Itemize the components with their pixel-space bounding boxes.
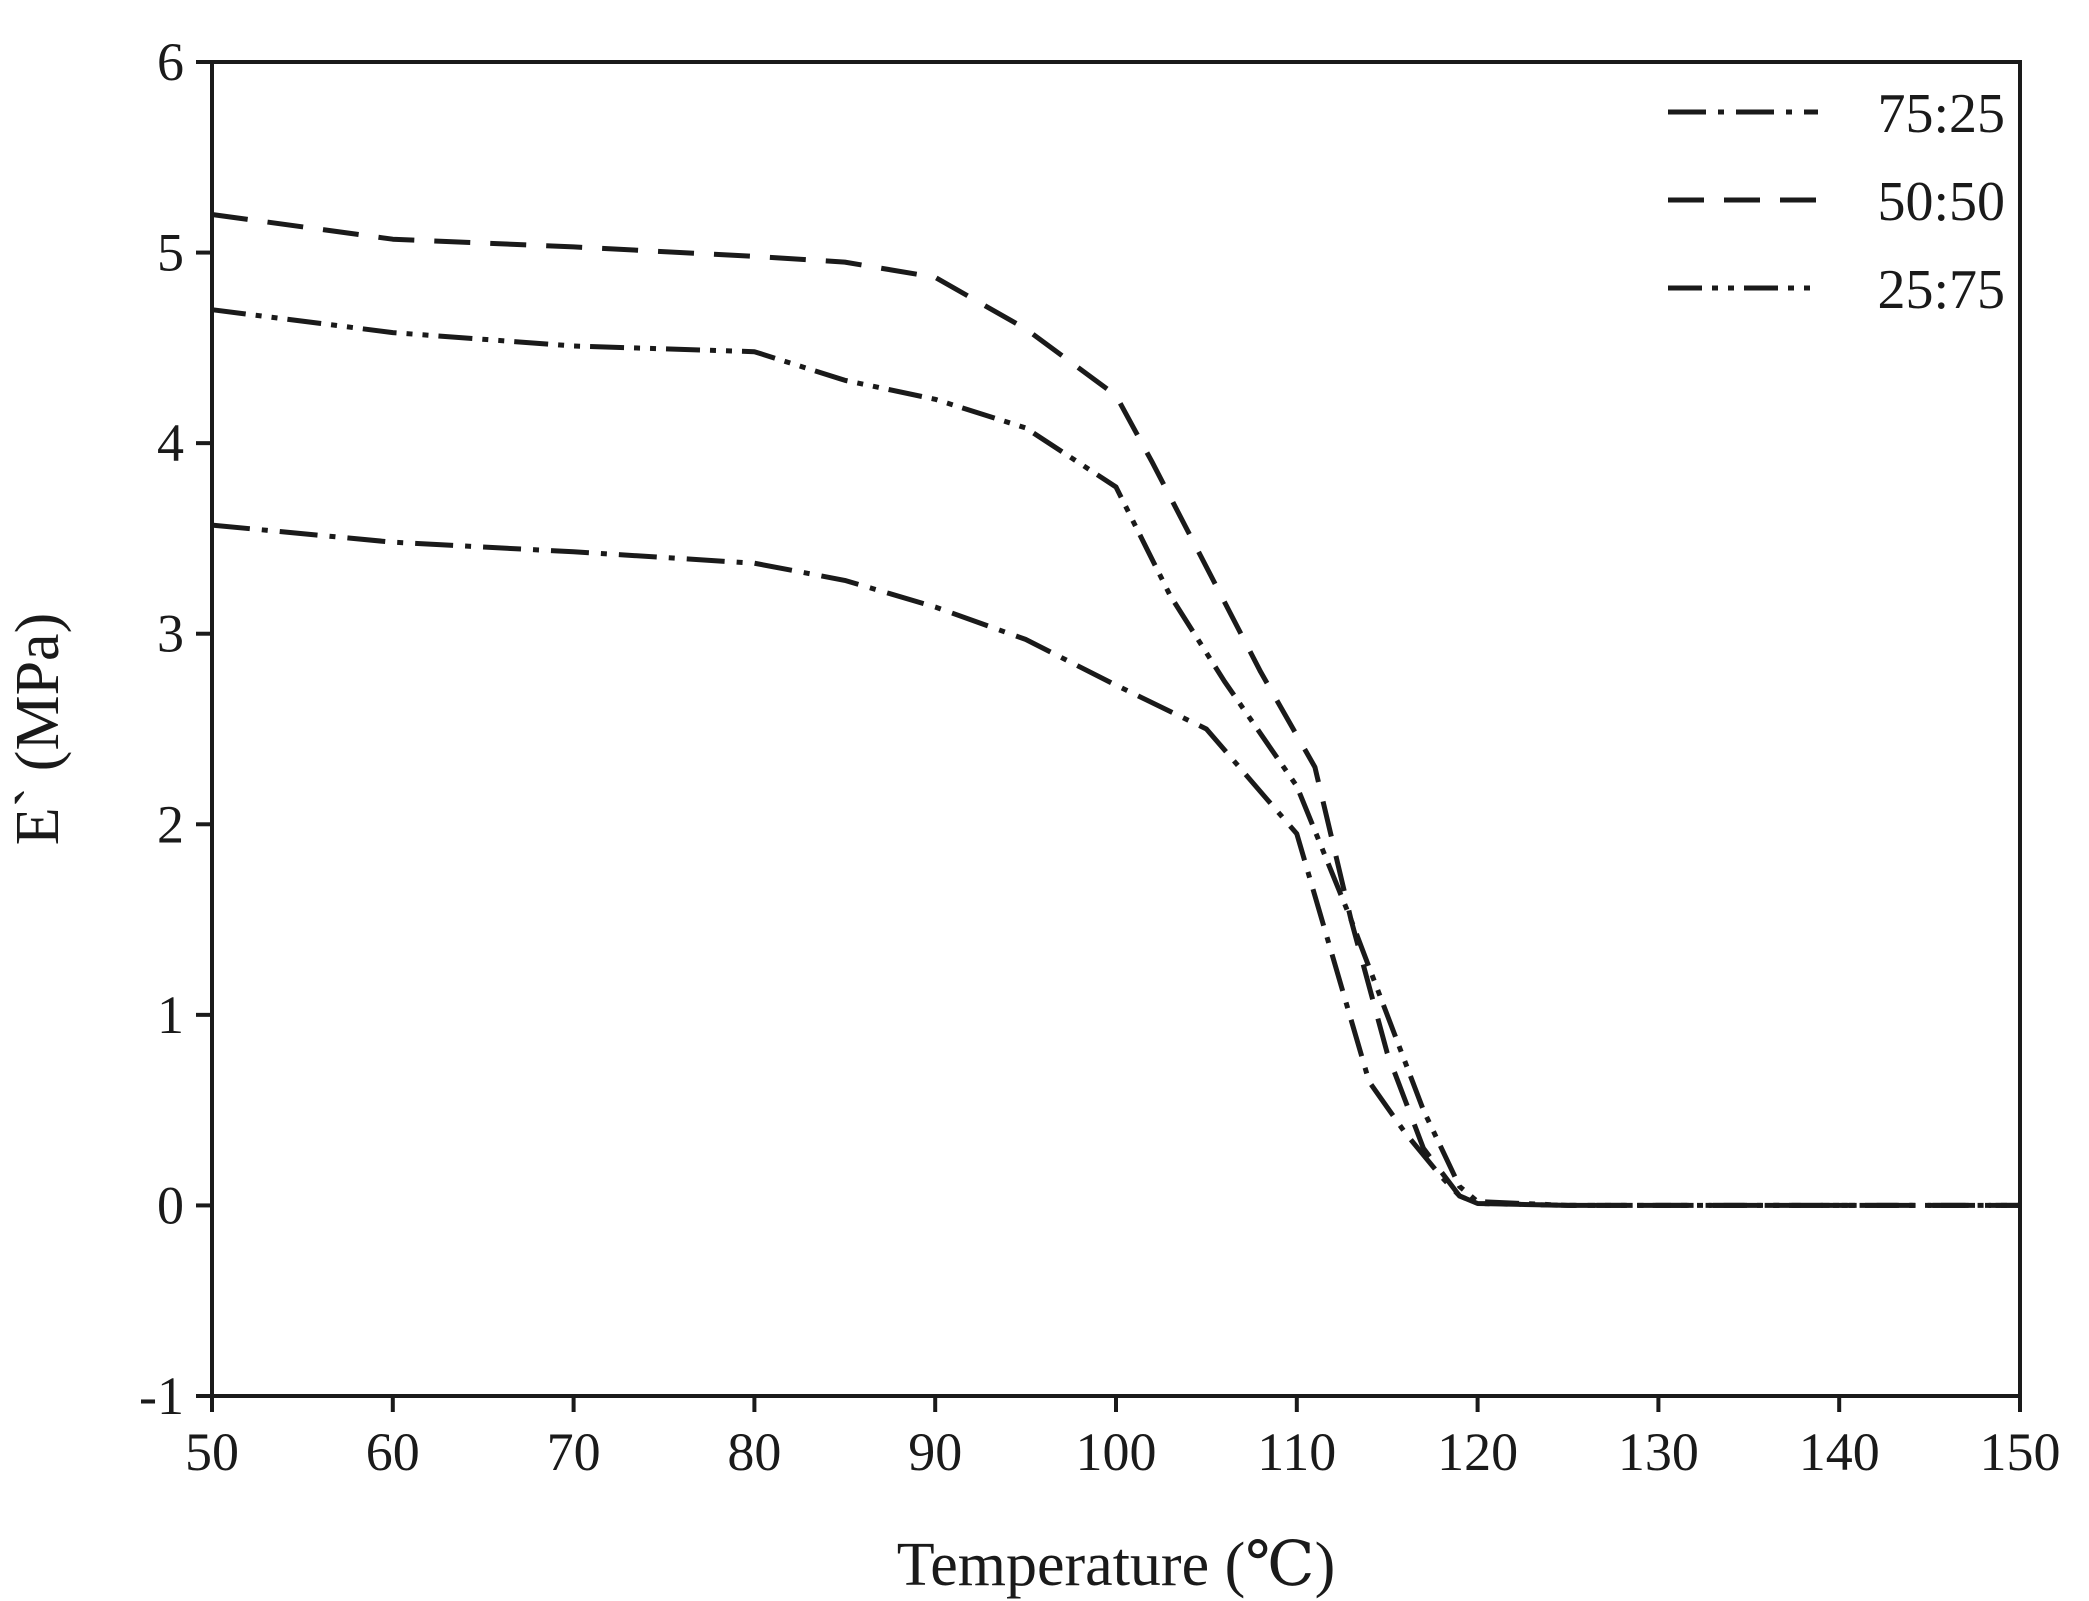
x-tick-label: 130 xyxy=(1618,1422,1699,1482)
legend-label: 75:25 xyxy=(1877,83,2005,145)
legend: 75:25 50:50 25:75 xyxy=(1668,83,2005,321)
x-axis-title: Temperature (℃) xyxy=(897,1531,1336,1599)
y-tick-label: 4 xyxy=(157,413,184,473)
x-axis-ticks: 50 60 70 80 90 100 110 120 130 140 150 xyxy=(185,1396,2061,1482)
y-tick-label: 0 xyxy=(157,1175,184,1235)
y-axis-title: E` (MPa) xyxy=(4,613,72,845)
x-tick-label: 60 xyxy=(366,1422,420,1482)
y-tick-label: 5 xyxy=(157,223,184,283)
x-tick-label: 110 xyxy=(1257,1422,1336,1482)
x-tick-label: 80 xyxy=(727,1422,781,1482)
x-tick-label: 50 xyxy=(185,1422,239,1482)
y-axis-ticks: -1 0 1 2 3 4 5 6 xyxy=(139,32,212,1426)
y-tick-label: 6 xyxy=(157,32,184,92)
x-tick-label: 150 xyxy=(1980,1422,2061,1482)
y-tick-label: 1 xyxy=(157,985,184,1045)
y-tick-label: 3 xyxy=(157,604,184,664)
x-tick-label: 90 xyxy=(908,1422,962,1482)
x-tick-label: 140 xyxy=(1799,1422,1880,1482)
series-line-2 xyxy=(211,212,2020,1208)
series-layer xyxy=(211,212,2020,1208)
series-line-3 xyxy=(211,307,2020,1208)
x-tick-label: 120 xyxy=(1437,1422,1518,1482)
x-tick-label: 70 xyxy=(547,1422,601,1482)
legend-label: 50:50 xyxy=(1877,171,2005,233)
x-tick-label: 100 xyxy=(1076,1422,1157,1482)
y-tick-label: 2 xyxy=(157,794,184,854)
y-tick-label: -1 xyxy=(139,1366,184,1426)
legend-label: 25:75 xyxy=(1877,259,2005,321)
